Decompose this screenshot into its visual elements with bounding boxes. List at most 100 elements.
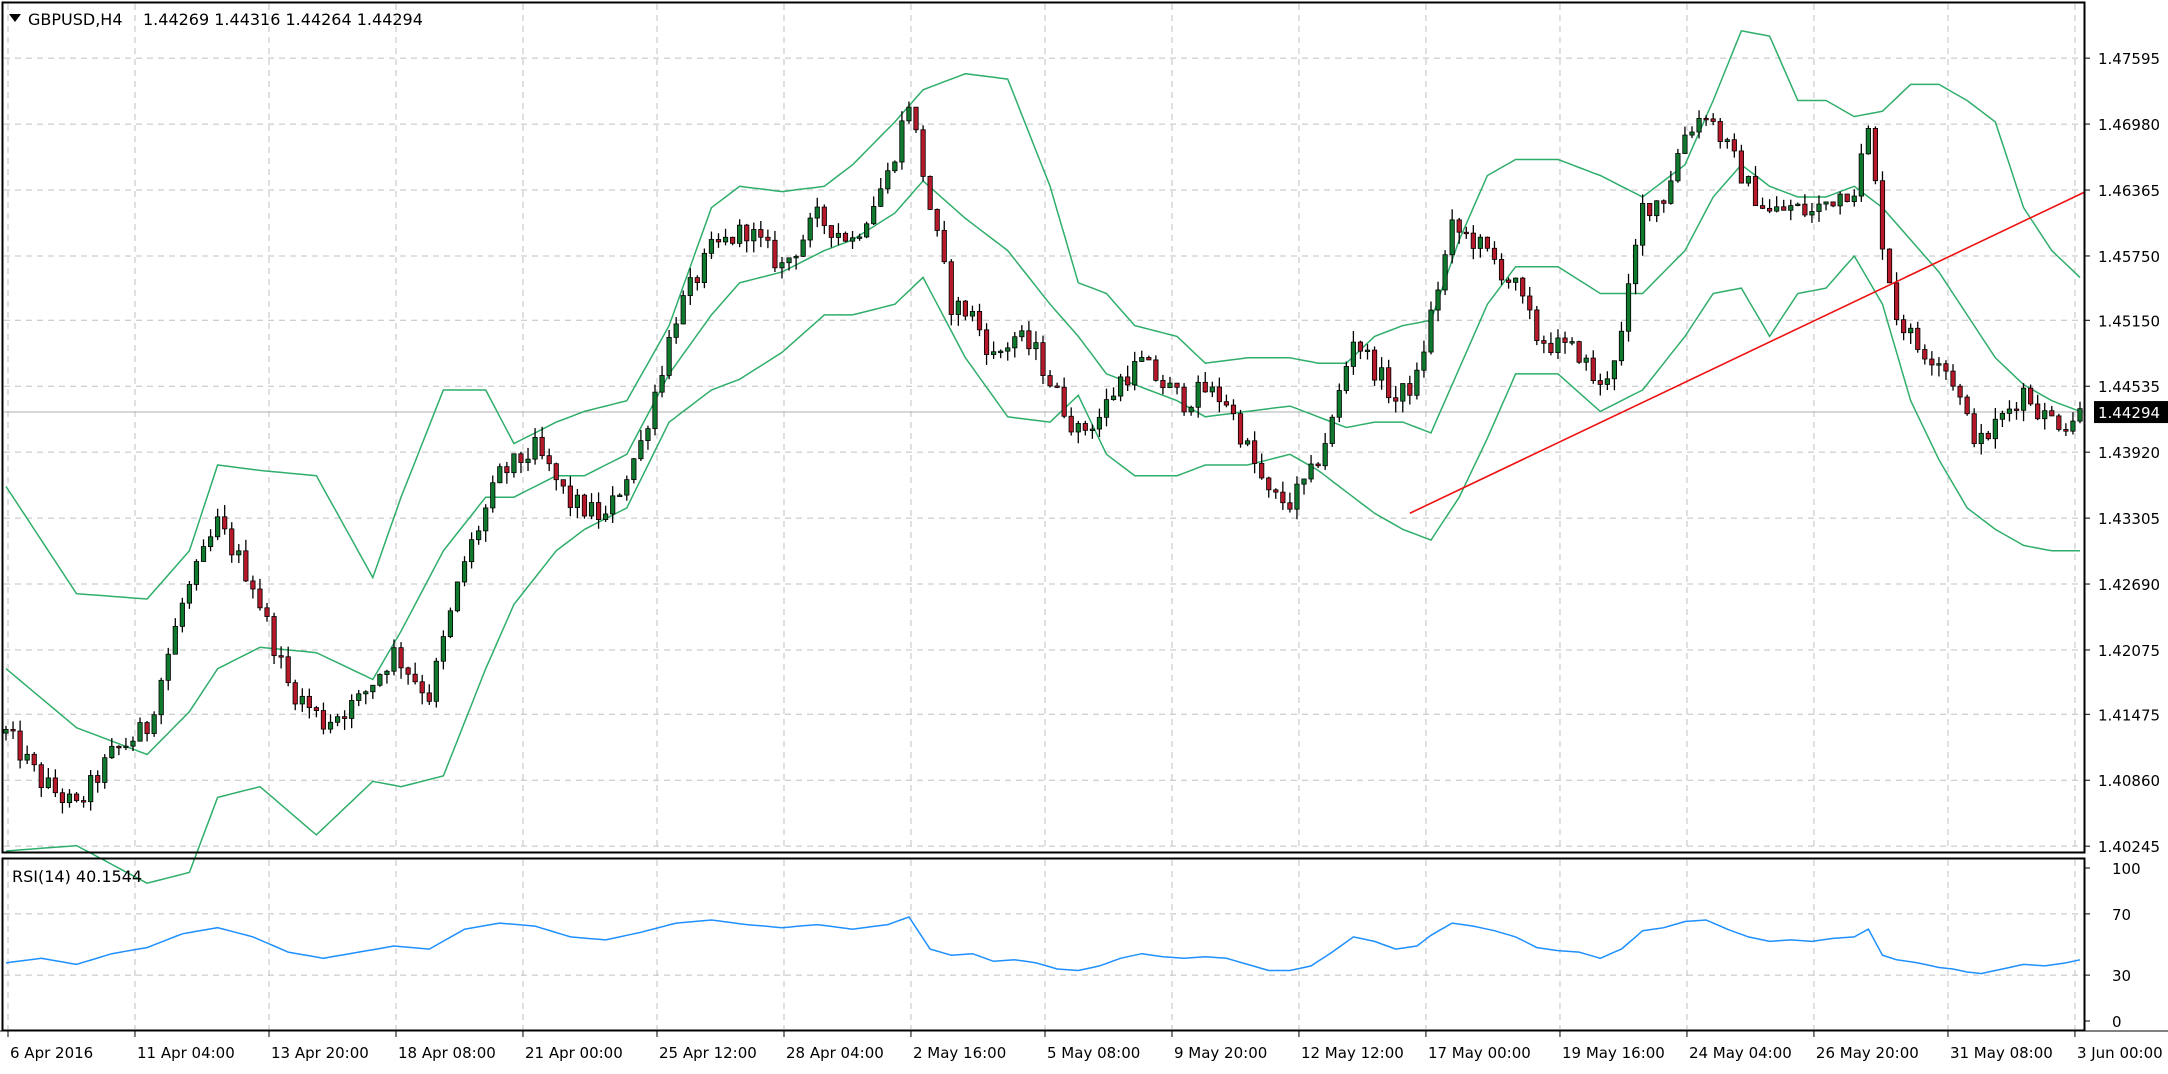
candle[interactable] xyxy=(130,736,136,752)
candle[interactable] xyxy=(1181,383,1187,416)
candle[interactable] xyxy=(525,447,531,472)
candle[interactable] xyxy=(694,275,700,291)
candle[interactable] xyxy=(2077,401,2083,424)
candle[interactable] xyxy=(1767,199,1773,214)
candle[interactable] xyxy=(278,646,284,669)
candle[interactable] xyxy=(1068,407,1074,436)
candle[interactable] xyxy=(1759,197,1766,210)
candle[interactable] xyxy=(687,268,693,305)
candle[interactable] xyxy=(1555,329,1561,360)
candle[interactable] xyxy=(1259,453,1265,480)
candle[interactable] xyxy=(532,428,538,465)
candle[interactable] xyxy=(1019,325,1025,342)
candle[interactable] xyxy=(730,236,736,246)
candle[interactable] xyxy=(1943,360,1949,380)
candle[interactable] xyxy=(991,341,997,359)
candle[interactable] xyxy=(1033,331,1039,361)
candle[interactable] xyxy=(652,384,658,436)
candle[interactable] xyxy=(595,492,602,529)
candle[interactable] xyxy=(793,254,799,270)
candle[interactable] xyxy=(1223,394,1230,408)
candle[interactable] xyxy=(1244,438,1251,447)
candle[interactable] xyxy=(1435,281,1441,322)
candle[interactable] xyxy=(948,259,954,326)
candle[interactable] xyxy=(1731,133,1737,158)
candle[interactable] xyxy=(469,532,475,569)
candle[interactable] xyxy=(976,303,983,337)
candle[interactable] xyxy=(765,229,771,249)
candle[interactable] xyxy=(179,597,185,633)
candle[interactable] xyxy=(962,300,968,321)
candle[interactable] xyxy=(666,330,672,380)
candle[interactable] xyxy=(2028,384,2034,406)
candle[interactable] xyxy=(1654,200,1660,223)
candle[interactable] xyxy=(758,220,764,248)
candle[interactable] xyxy=(342,710,348,730)
candle[interactable] xyxy=(1146,355,1152,361)
candlestick-series[interactable] xyxy=(3,101,2083,814)
candle[interactable] xyxy=(1597,373,1603,396)
candle[interactable] xyxy=(1957,383,1963,405)
candle[interactable] xyxy=(447,607,454,639)
trendline-group[interactable] xyxy=(1409,191,2085,514)
candle[interactable] xyxy=(1837,191,1843,215)
candle[interactable] xyxy=(1978,424,1984,455)
candle[interactable] xyxy=(849,231,856,249)
candle[interactable] xyxy=(1689,126,1695,139)
candle[interactable] xyxy=(1816,195,1822,222)
candle[interactable] xyxy=(476,525,482,545)
candle[interactable] xyxy=(1202,371,1208,393)
candle[interactable] xyxy=(1922,344,1928,365)
candle[interactable] xyxy=(1971,408,1977,448)
candle[interactable] xyxy=(1252,431,1258,474)
candle[interactable] xyxy=(1548,332,1554,356)
candle[interactable] xyxy=(885,162,891,194)
candle[interactable] xyxy=(1061,377,1067,419)
candle[interactable] xyxy=(1484,236,1491,252)
candle[interactable] xyxy=(1322,432,1328,470)
candle[interactable] xyxy=(659,365,665,398)
candle[interactable] xyxy=(412,662,418,685)
candle[interactable] xyxy=(878,177,884,208)
candle[interactable] xyxy=(109,738,115,760)
candle[interactable] xyxy=(1908,323,1914,344)
candle[interactable] xyxy=(398,642,404,679)
candle[interactable] xyxy=(1513,277,1519,291)
candle[interactable] xyxy=(1632,238,1639,295)
candle[interactable] xyxy=(1103,388,1110,427)
candle[interactable] xyxy=(2006,400,2013,422)
candle[interactable] xyxy=(349,694,355,729)
candle[interactable] xyxy=(1541,335,1547,354)
candle[interactable] xyxy=(1717,117,1723,149)
candle[interactable] xyxy=(419,674,425,705)
candle[interactable] xyxy=(1477,234,1483,258)
candle[interactable] xyxy=(1230,399,1237,421)
candle[interactable] xyxy=(807,212,813,248)
candle[interactable] xyxy=(186,581,193,609)
candle[interactable] xyxy=(680,290,686,325)
candle[interactable] xyxy=(426,684,432,705)
candle[interactable] xyxy=(1237,409,1244,448)
candle[interactable] xyxy=(137,717,143,742)
candle[interactable] xyxy=(207,529,214,552)
candle[interactable] xyxy=(1287,492,1293,513)
candle[interactable] xyxy=(998,349,1004,359)
candle[interactable] xyxy=(638,429,644,461)
candle[interactable] xyxy=(1350,331,1356,375)
candle[interactable] xyxy=(257,578,263,611)
candle[interactable] xyxy=(1118,373,1124,402)
candle[interactable] xyxy=(433,657,439,708)
candle[interactable] xyxy=(1386,359,1392,404)
candle[interactable] xyxy=(1357,340,1364,360)
candle[interactable] xyxy=(567,476,573,517)
candle[interactable] xyxy=(786,257,792,271)
candle[interactable] xyxy=(1696,110,1702,139)
candle[interactable] xyxy=(2042,402,2048,430)
candle[interactable] xyxy=(1414,362,1420,400)
candle[interactable] xyxy=(1788,199,1794,221)
candle[interactable] xyxy=(645,425,651,450)
candle[interactable] xyxy=(66,789,73,808)
candle[interactable] xyxy=(363,690,369,705)
candle[interactable] xyxy=(631,457,637,484)
candle[interactable] xyxy=(779,256,785,279)
